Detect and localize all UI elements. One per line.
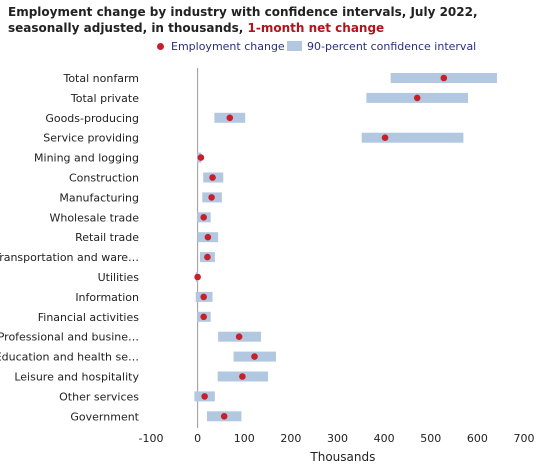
legend-point-label: Employment change xyxy=(171,40,285,53)
chart-title-main: Employment change by industry with confi… xyxy=(8,5,478,35)
change-point-10[interactable] xyxy=(194,273,201,281)
x-tick-label-8: 700 xyxy=(514,432,535,445)
category-label-5: Construction xyxy=(69,172,139,185)
change-point-11[interactable] xyxy=(200,293,207,301)
change-point-8[interactable] xyxy=(204,233,212,241)
category-label-17: Government xyxy=(70,410,139,423)
change-point-0[interactable] xyxy=(440,74,448,82)
x-tick-label-1: 0 xyxy=(194,432,201,445)
category-label-15: Leisure and hospitality xyxy=(14,371,139,384)
change-point-12[interactable] xyxy=(200,313,207,321)
x-tick-label-0: -100 xyxy=(139,432,164,445)
category-label-7: Wholesale trade xyxy=(49,211,139,224)
category-label-0: Total nonfarm xyxy=(62,72,139,85)
legend-point-marker xyxy=(157,43,164,50)
x-tick-label-2: 100 xyxy=(234,432,255,445)
category-label-12: Financial activities xyxy=(38,311,140,324)
change-point-15[interactable] xyxy=(239,373,246,380)
legend-interval-label: 90-percent confidence interval xyxy=(307,40,477,53)
category-label-9: Transportation and ware… xyxy=(0,251,139,264)
x-tick-label-3: 200 xyxy=(280,432,301,445)
chart-title: Employment change by industry with confi… xyxy=(8,4,542,36)
change-point-17[interactable] xyxy=(220,413,228,420)
x-tick-label-5: 400 xyxy=(374,432,395,445)
change-point-3[interactable] xyxy=(381,134,389,141)
change-point-5[interactable] xyxy=(209,174,216,181)
change-point-13[interactable] xyxy=(235,333,243,341)
change-point-6[interactable] xyxy=(208,194,215,201)
change-point-16[interactable] xyxy=(201,393,208,400)
change-point-1[interactable] xyxy=(413,94,421,102)
category-label-14: Education and health se… xyxy=(0,351,139,364)
chart-title-highlight: 1-month net change xyxy=(247,21,385,35)
ci-bar-3[interactable] xyxy=(361,132,464,143)
chart-legend: Employment change 90-percent confidence … xyxy=(0,40,550,54)
category-label-10: Utilities xyxy=(98,271,140,284)
category-label-2: Goods-producing xyxy=(45,112,139,125)
category-label-16: Other services xyxy=(59,390,139,403)
category-label-6: Manufacturing xyxy=(59,191,139,204)
change-point-9[interactable] xyxy=(204,253,211,261)
category-label-1: Total private xyxy=(70,92,139,105)
category-label-3: Service providing xyxy=(43,132,139,145)
category-label-13: Professional and busine… xyxy=(0,331,139,344)
change-point-14[interactable] xyxy=(251,353,258,360)
legend-interval-marker xyxy=(287,41,302,51)
x-tick-label-4: 300 xyxy=(327,432,348,445)
change-point-2[interactable] xyxy=(226,114,234,122)
x-tick-label-6: 500 xyxy=(420,432,441,445)
x-tick-label-7: 600 xyxy=(467,432,488,445)
category-label-4: Mining and logging xyxy=(34,152,139,165)
change-point-7[interactable] xyxy=(200,214,207,221)
change-point-4[interactable] xyxy=(197,154,205,161)
category-label-11: Information xyxy=(75,291,139,304)
category-label-8: Retail trade xyxy=(75,231,139,244)
x-axis-label: Thousands xyxy=(309,450,375,464)
